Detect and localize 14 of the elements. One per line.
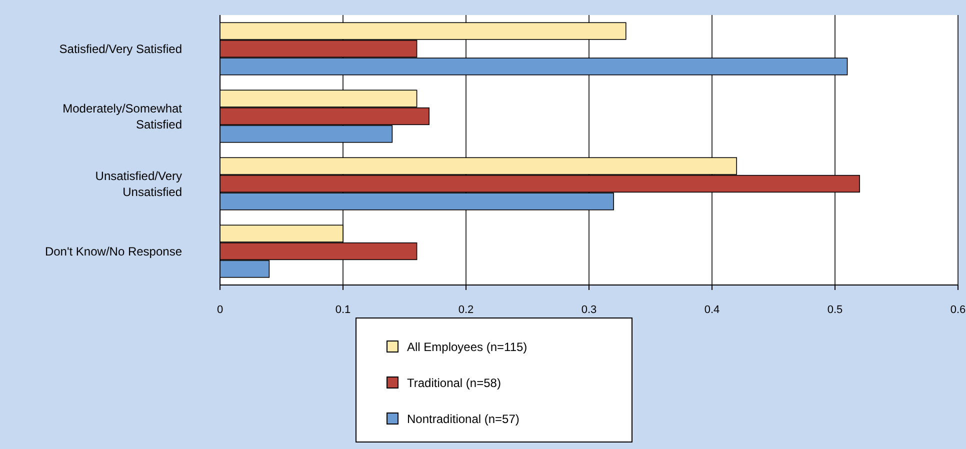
legend-label: Nontraditional (n=57) xyxy=(407,412,520,426)
y-tick-label: Don't Know/No Response xyxy=(44,244,182,258)
legend-label: Traditional (n=58) xyxy=(407,376,501,390)
legend-label: All Employees (n=115) xyxy=(407,340,528,354)
x-tick-label: 0.1 xyxy=(335,304,351,316)
x-tick-label: 0 xyxy=(216,304,224,316)
x-tick-label: 0.6 xyxy=(950,304,966,316)
x-tick-label: 0.2 xyxy=(458,304,474,316)
y-tick-label: Unsatisfied/Very Unsatisfied xyxy=(95,168,182,199)
x-tick-label: 0.5 xyxy=(827,304,843,316)
x-tick-label: 0.3 xyxy=(581,304,597,316)
y-tick-label: Satisfied/Very Satisfied xyxy=(59,42,182,56)
y-tick-label: Moderately/Somewhat Satisfied xyxy=(62,101,183,132)
x-tick-label: 0.4 xyxy=(704,304,720,316)
